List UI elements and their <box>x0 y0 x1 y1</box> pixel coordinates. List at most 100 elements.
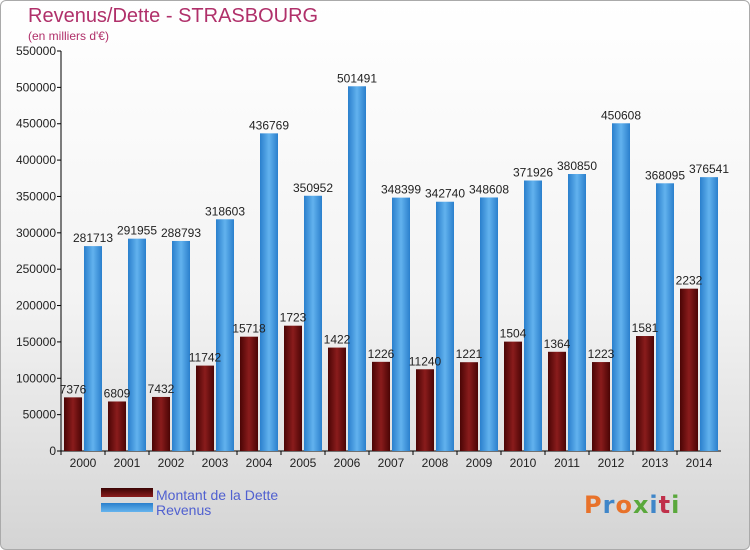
bar-revenue-2000 <box>84 246 102 451</box>
x-tick-label: 2005 <box>290 456 317 470</box>
x-tick-label: 2006 <box>334 456 361 470</box>
bar-revenue-2007 <box>392 197 410 451</box>
data-label-revenue: 348608 <box>469 182 509 196</box>
bar-debt-2002 <box>152 396 170 451</box>
x-tick-label: 2007 <box>378 456 405 470</box>
x-tick-label: 2002 <box>158 456 185 470</box>
y-tick-label: 250000 <box>16 262 56 276</box>
y-tick-label: 350000 <box>16 189 56 203</box>
data-label-revenue: 501491 <box>337 71 377 85</box>
bar-debt-2004 <box>240 336 258 451</box>
y-tick-label: 550000 <box>16 44 56 58</box>
bar-revenue-2006 <box>348 86 366 452</box>
data-label-revenue: 450608 <box>601 108 641 122</box>
logo-letter: i <box>671 491 681 519</box>
bar-revenue-2002 <box>172 240 190 451</box>
data-label-debt: 6809 <box>104 386 131 400</box>
y-tick-label: 150000 <box>16 335 56 349</box>
data-label-revenue: 376541 <box>689 162 729 176</box>
chart-data-labels: 7376 6809 7432 11742 15718 1723 1422 1226 11240 1… <box>60 71 730 400</box>
data-label-debt: 7376 <box>60 382 87 396</box>
data-label-revenue: 436769 <box>249 118 289 132</box>
logo-letter: x <box>632 491 650 519</box>
x-tick-label: 2003 <box>202 456 229 470</box>
data-label-debt: 1504 <box>500 327 527 341</box>
data-label-debt: 1221 <box>456 347 483 361</box>
data-label-debt: 11742 <box>189 351 222 365</box>
data-label-revenue: 288793 <box>161 226 201 240</box>
data-label-debt: 1223 <box>588 347 615 361</box>
logo-letter: o <box>615 491 633 519</box>
data-label-debt: 1422 <box>324 333 351 347</box>
y-tick-label: 200000 <box>16 299 56 313</box>
bar-revenue-2008 <box>436 201 454 451</box>
bar-revenue-2014 <box>700 177 718 452</box>
data-label-revenue: 281713 <box>73 231 113 245</box>
data-label-revenue: 291955 <box>117 224 157 238</box>
bar-debt-2006 <box>328 347 346 451</box>
bar-revenue-2009 <box>480 197 498 451</box>
logo-letter: P <box>584 491 603 519</box>
bar-debt-2011 <box>548 351 566 451</box>
data-label-debt: 1364 <box>544 337 571 351</box>
bar-revenue-2005 <box>304 195 322 451</box>
y-tick-label: 400000 <box>16 153 56 167</box>
x-tick-label: 2010 <box>510 456 537 470</box>
bar-revenue-2004 <box>260 133 278 451</box>
y-tick-label: 100000 <box>16 371 56 385</box>
y-tick-label: 300000 <box>16 226 56 240</box>
x-tick-label: 2004 <box>246 456 273 470</box>
bar-debt-2005 <box>284 325 302 451</box>
chart-title: Revenus/Dette - STRASBOURG <box>28 5 319 27</box>
chart-axes: 0 50000 100000 150000 200000 250000 300000 3500… <box>16 44 721 470</box>
chart-subtitle: (en milliers d'€) <box>28 29 109 43</box>
data-label-revenue: 371926 <box>513 166 553 180</box>
data-label-revenue: 318603 <box>205 204 245 218</box>
data-label-revenue: 380850 <box>557 159 597 173</box>
x-tick-label: 2001 <box>114 456 141 470</box>
data-label-debt: 15718 <box>232 322 266 336</box>
data-label-debt: 11240 <box>409 354 442 368</box>
bar-debt-2009 <box>460 362 478 451</box>
logo-letter: r <box>602 491 616 519</box>
data-label-revenue: 368095 <box>645 168 685 182</box>
legend-label-debt: Montant de la Dette <box>156 487 279 503</box>
logo-letter: i <box>649 491 659 519</box>
legend-swatch-debt <box>101 488 153 497</box>
x-tick-label: 2012 <box>598 456 625 470</box>
bar-revenue-2001 <box>128 238 146 451</box>
data-label-debt: 7432 <box>148 382 175 396</box>
x-tick-label: 2000 <box>70 456 97 470</box>
x-tick-label: 2011 <box>554 456 580 470</box>
data-label-debt: 1723 <box>280 311 307 325</box>
x-tick-label: 2013 <box>642 456 669 470</box>
data-label-revenue: 350952 <box>293 181 333 195</box>
bar-debt-2000 <box>64 397 82 451</box>
data-label-revenue: 348399 <box>381 183 421 197</box>
legend-swatch-revenue <box>101 503 153 512</box>
y-tick-label: 50000 <box>23 408 57 422</box>
bar-debt-2012 <box>592 362 610 451</box>
data-label-debt: 2232 <box>676 274 703 288</box>
proxiti-logo: Proxiti <box>584 491 680 519</box>
bar-debt-2013 <box>636 336 654 451</box>
bar-revenue-2010 <box>524 180 542 451</box>
bar-revenue-2013 <box>656 183 674 451</box>
x-tick-label: 2009 <box>466 456 493 470</box>
data-label-debt: 1581 <box>632 321 659 335</box>
y-tick-label: 500000 <box>16 80 56 94</box>
x-tick-label: 2014 <box>686 456 713 470</box>
bar-debt-2008 <box>416 369 434 451</box>
x-tick-label: 2008 <box>422 456 449 470</box>
bar-revenue-2003 <box>216 219 234 451</box>
data-label-debt: 1226 <box>368 347 395 361</box>
data-label-revenue: 342740 <box>425 187 465 201</box>
bar-revenue-2012 <box>612 123 630 451</box>
legend-label-revenue: Revenus <box>156 502 212 518</box>
y-tick-label: 450000 <box>16 117 56 131</box>
bar-debt-2001 <box>108 401 126 451</box>
bar-debt-2014 <box>680 288 698 451</box>
bar-debt-2007 <box>372 361 390 451</box>
bar-debt-2010 <box>504 341 522 451</box>
